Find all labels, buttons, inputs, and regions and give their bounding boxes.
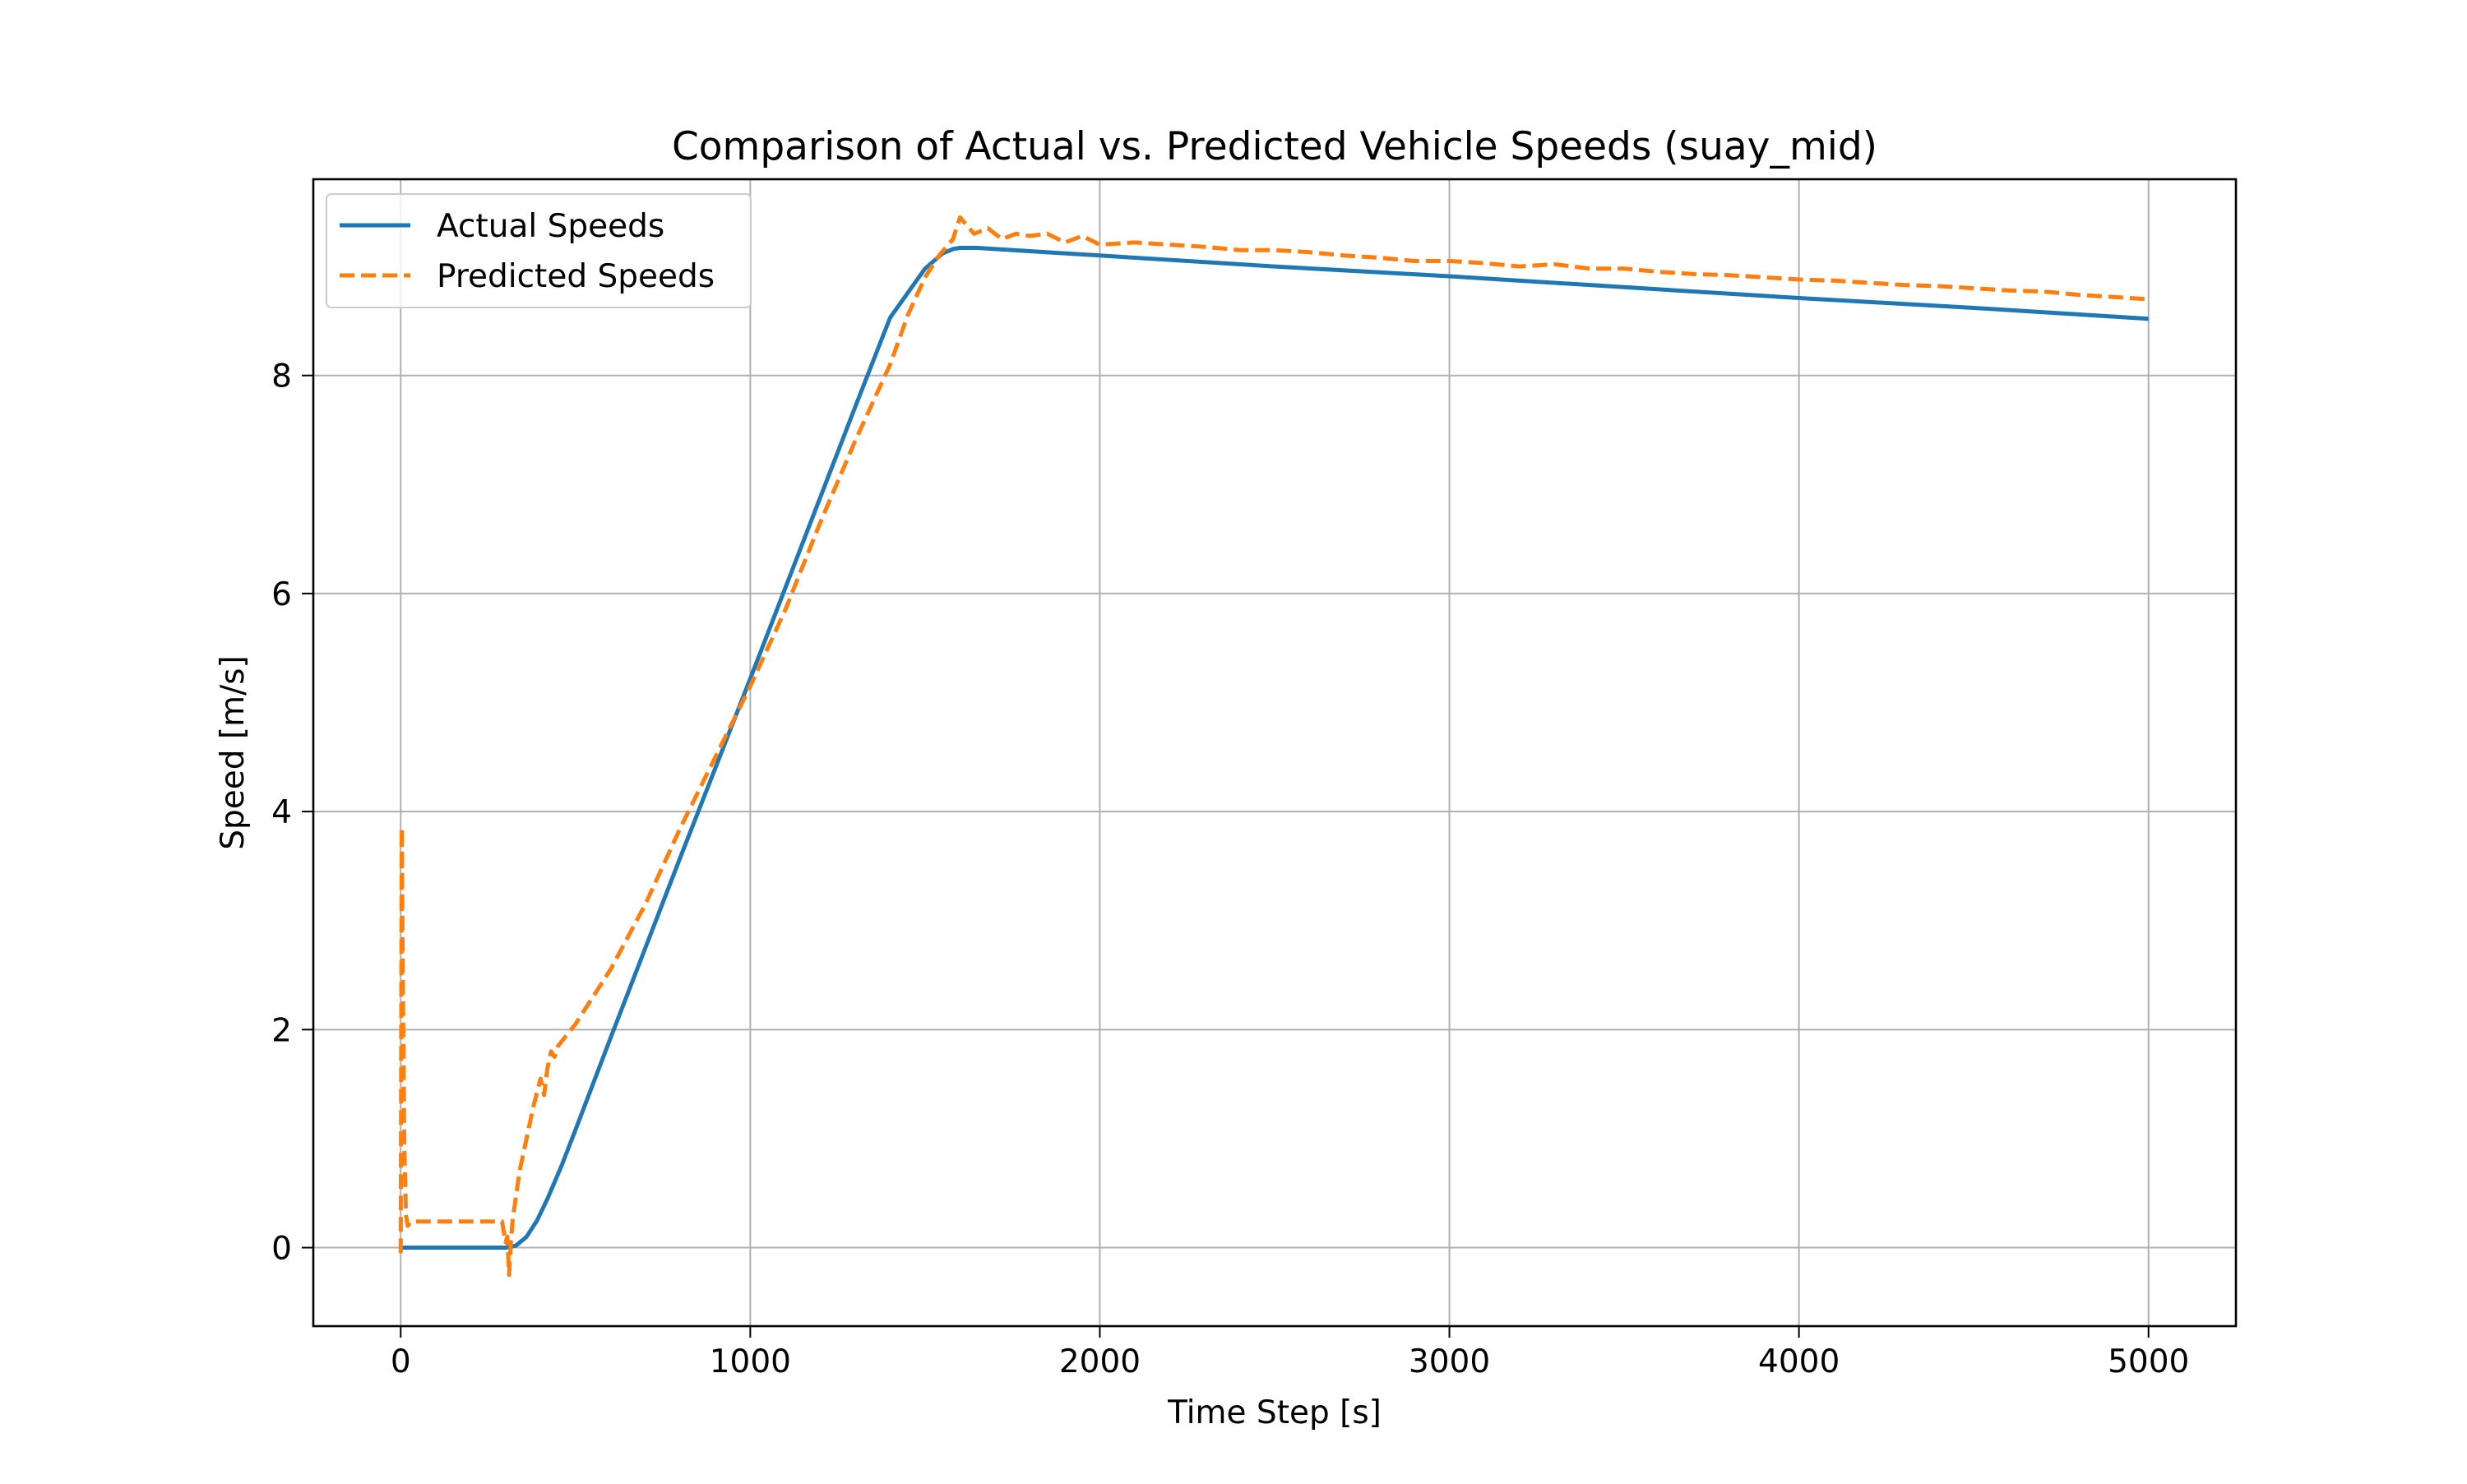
y-axis-label: Speed [m/s] xyxy=(215,655,252,850)
plot-frame xyxy=(312,178,2238,1328)
y-tick-label: 0 xyxy=(271,1231,292,1268)
y-tick-label: 2 xyxy=(271,1012,292,1049)
x-tick-label: 1000 xyxy=(710,1343,791,1380)
legend: Actual Speeds Predicted Speeds xyxy=(326,193,752,308)
tick-layer: 0 1000 2000 3000 4000 5000 0 2 4 6 8 xyxy=(271,358,2189,1380)
series-layer xyxy=(398,215,2149,1278)
x-tick-label: 0 xyxy=(391,1343,411,1380)
series-line-actual xyxy=(400,246,2149,1250)
chart-title: Comparison of Actual vs. Predicted Vehic… xyxy=(672,124,1877,169)
x-tick-label: 5000 xyxy=(2108,1343,2189,1380)
legend-label-actual: Actual Speeds xyxy=(437,208,664,245)
legend-label-predicted: Predicted Speeds xyxy=(437,258,715,295)
x-tick-label: 4000 xyxy=(1758,1343,1840,1380)
y-tick-label: 4 xyxy=(271,794,292,831)
grid xyxy=(313,179,2236,1326)
x-tick-label: 3000 xyxy=(1409,1343,1490,1380)
y-tick-label: 8 xyxy=(271,358,292,395)
x-tick-label: 2000 xyxy=(1059,1343,1141,1380)
legend-box xyxy=(326,193,752,308)
y-tick-label: 6 xyxy=(271,576,292,613)
series-line-predicted xyxy=(398,215,2149,1278)
x-axis-label: Time Step [s] xyxy=(1167,1394,1382,1431)
